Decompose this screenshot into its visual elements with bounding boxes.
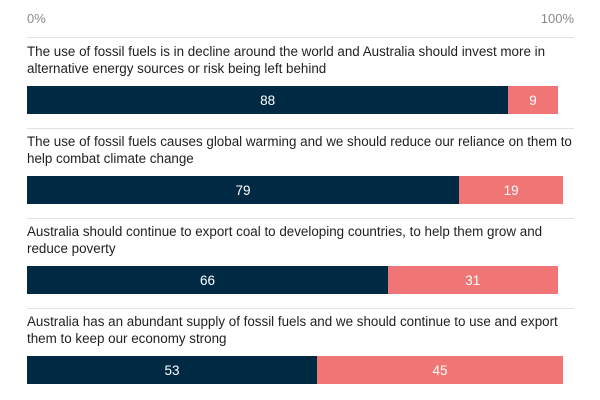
- row-divider: [27, 218, 574, 219]
- data-label: 9: [529, 92, 537, 108]
- axis-line: [27, 37, 574, 38]
- row-divider: [27, 308, 574, 309]
- statement-label-4: Australia has an abundant supply of foss…: [27, 314, 558, 346]
- data-label: 31: [465, 272, 481, 288]
- axis-min-label: 0%: [27, 11, 46, 26]
- axis-max-label: 100%: [540, 11, 574, 26]
- bar-segment-first-2: 79: [27, 176, 460, 204]
- data-label: 88: [260, 92, 276, 108]
- bar-row-2: 79 19: [27, 176, 574, 204]
- bar-segment-second-4: 45: [316, 356, 564, 384]
- bar-segment-second-2: 19: [459, 176, 564, 204]
- data-label: 19: [503, 182, 519, 198]
- row-divider: [27, 128, 574, 129]
- data-label: 66: [199, 272, 216, 288]
- statement-label-2: The use of fossil fuels causes global wa…: [27, 134, 572, 166]
- bar-segment-second-3: 31: [388, 266, 558, 294]
- bar-row-1: 88 9: [27, 86, 574, 114]
- bar-row-3: 66 31: [27, 266, 574, 294]
- bar-segment-first-1: 88: [27, 86, 509, 114]
- data-label: 45: [432, 362, 448, 378]
- bar-row-4: 53 45: [27, 356, 574, 384]
- statement-label-3: Australia should continue to export coal…: [27, 224, 543, 256]
- data-label: 79: [235, 182, 251, 198]
- bar-segment-first-3: 66: [27, 266, 389, 294]
- bar-segment-first-4: 53: [27, 356, 317, 384]
- statement-label-1: The use of fossil fuels is in decline ar…: [27, 44, 546, 76]
- data-label: 53: [164, 362, 180, 378]
- bar-segment-second-1: 9: [508, 86, 558, 114]
